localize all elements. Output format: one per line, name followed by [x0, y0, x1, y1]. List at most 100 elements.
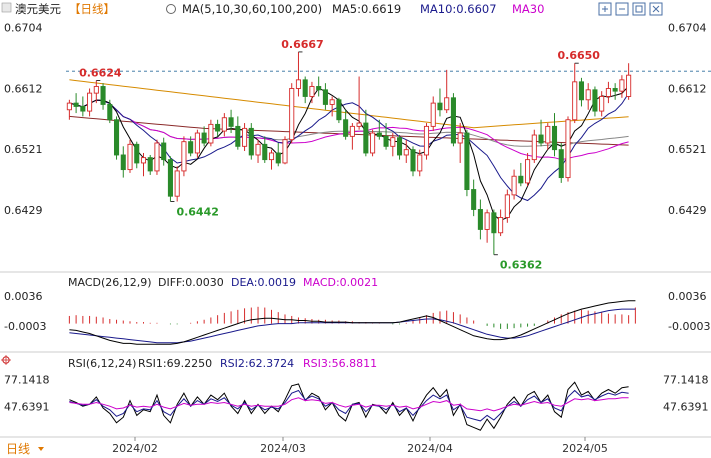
high-annotation: 0.6624	[79, 67, 122, 80]
candle-up	[93, 86, 99, 94]
rsi3-line	[69, 397, 629, 412]
candle-down	[376, 132, 382, 137]
ma30-value: MA30	[512, 2, 544, 16]
candle-up	[295, 79, 302, 89]
candle-up	[208, 123, 214, 144]
zoom-out-icon[interactable]	[615, 2, 629, 16]
zoom-in-icon[interactable]	[598, 2, 612, 16]
settings-icon[interactable]	[166, 4, 176, 14]
ma10-value: MA10:0.6607	[420, 2, 497, 16]
date-tick-label: 2024/03	[260, 442, 306, 455]
candle-up	[309, 86, 315, 97]
price-tick-right: 0.6612	[668, 82, 707, 95]
candle-down	[100, 86, 106, 105]
ma10-line	[69, 93, 630, 202]
ma30-line	[69, 99, 629, 161]
candle-down	[134, 143, 140, 164]
high-annotation: 0.6667	[281, 38, 323, 51]
candle-down	[578, 81, 585, 101]
macd-dea-value: DEA:0.0019	[231, 276, 296, 289]
ma5-value: MA5:0.6619	[332, 2, 401, 16]
candle-up	[403, 149, 409, 156]
candle-up	[390, 137, 396, 147]
candle-up	[356, 122, 362, 127]
price-tick-left: 0.6704	[4, 21, 43, 34]
candle-up	[484, 212, 490, 230]
candle-up	[221, 117, 227, 132]
candle-down	[336, 99, 342, 121]
macd-tick-right: 0.0036	[668, 290, 707, 303]
candle-down	[538, 134, 544, 144]
dea-line	[69, 308, 636, 344]
macd-tick-left: 0.0036	[4, 290, 43, 303]
candle-down	[248, 127, 254, 156]
period-button[interactable]: 日线	[6, 442, 30, 456]
candle-down	[228, 117, 234, 127]
candle-down	[471, 189, 477, 210]
macd-title: MACD(26,12,9)	[68, 276, 152, 289]
rsi1-value: RSI1:69.2250	[138, 357, 212, 370]
candle-up	[545, 125, 551, 144]
candle-up	[242, 127, 248, 147]
candle-up	[525, 159, 531, 184]
price-tick-left: 0.6521	[4, 143, 43, 156]
ma-params-label: MA(5,10,30,60,100,200)	[182, 2, 322, 16]
price-tick-right: 0.6704	[668, 21, 707, 34]
macd-value: MACD:0.0021	[303, 276, 378, 289]
candle-up	[87, 92, 93, 112]
period-label[interactable]: 【日线】	[69, 2, 115, 16]
symbol-label: 澳元美元	[15, 2, 61, 16]
rsi-tick-right: 47.6391	[663, 400, 709, 413]
date-tick-label: 2024/02	[112, 442, 158, 455]
candle-down	[215, 123, 221, 132]
date-tick-label: 2024/04	[407, 442, 453, 455]
date-tick-label: 2024/05	[562, 442, 608, 455]
candle-down	[262, 143, 268, 161]
candle-down	[383, 135, 389, 147]
candle-down	[201, 132, 207, 144]
price-axis: 0.6704 0.6704 0.6612 0.6612 0.6521 0.6521 0.64…	[4, 21, 707, 217]
layout-icon[interactable]	[632, 2, 646, 16]
candle-up	[457, 132, 463, 144]
candle-up	[127, 143, 133, 171]
candle-up	[498, 217, 504, 234]
rsi1-line	[69, 381, 629, 431]
candle-down	[551, 125, 558, 151]
candle-up	[531, 134, 537, 161]
macd-tick-right: -0.0003	[668, 320, 710, 333]
menu-icon[interactable]	[1, 2, 12, 13]
candle-up	[619, 79, 625, 92]
macd-diff-value: DIFF:0.0030	[158, 276, 224, 289]
candle-down	[612, 88, 618, 92]
crosshair-icon[interactable]	[1, 355, 11, 365]
candle-up	[194, 132, 200, 154]
macd-tick-left: -0.0003	[4, 320, 46, 333]
candle-down	[558, 149, 564, 179]
candle-down	[343, 119, 349, 137]
candle-down	[363, 122, 369, 154]
candle-down	[167, 159, 173, 197]
rsi-tick-right: 77.1418	[663, 373, 709, 386]
candle-up	[572, 81, 578, 121]
candle-down	[113, 119, 120, 156]
candle-up	[174, 170, 180, 197]
candle-up	[599, 96, 605, 112]
candle-down	[120, 154, 126, 171]
candle-down	[410, 149, 416, 172]
price-tick-left: 0.6429	[4, 204, 43, 217]
low-annotation: 0.6362	[500, 259, 542, 272]
candle-up	[417, 154, 423, 172]
rsi-title: RSI(6,12,24)	[68, 357, 136, 370]
candle-up	[282, 139, 288, 164]
chevron-down-icon[interactable]	[38, 447, 44, 451]
candle-up	[349, 125, 355, 137]
candle-up	[511, 175, 517, 196]
ma60-line	[69, 99, 629, 147]
candle-up	[140, 157, 147, 164]
rsi-tick-left: 47.6391	[4, 400, 50, 413]
rsi3-value: RSI3:56.8811	[303, 357, 377, 370]
low-annotation: 0.6442	[176, 206, 218, 219]
candle-up	[423, 125, 430, 156]
close-icon[interactable]	[649, 2, 663, 16]
candle-up	[504, 194, 510, 218]
